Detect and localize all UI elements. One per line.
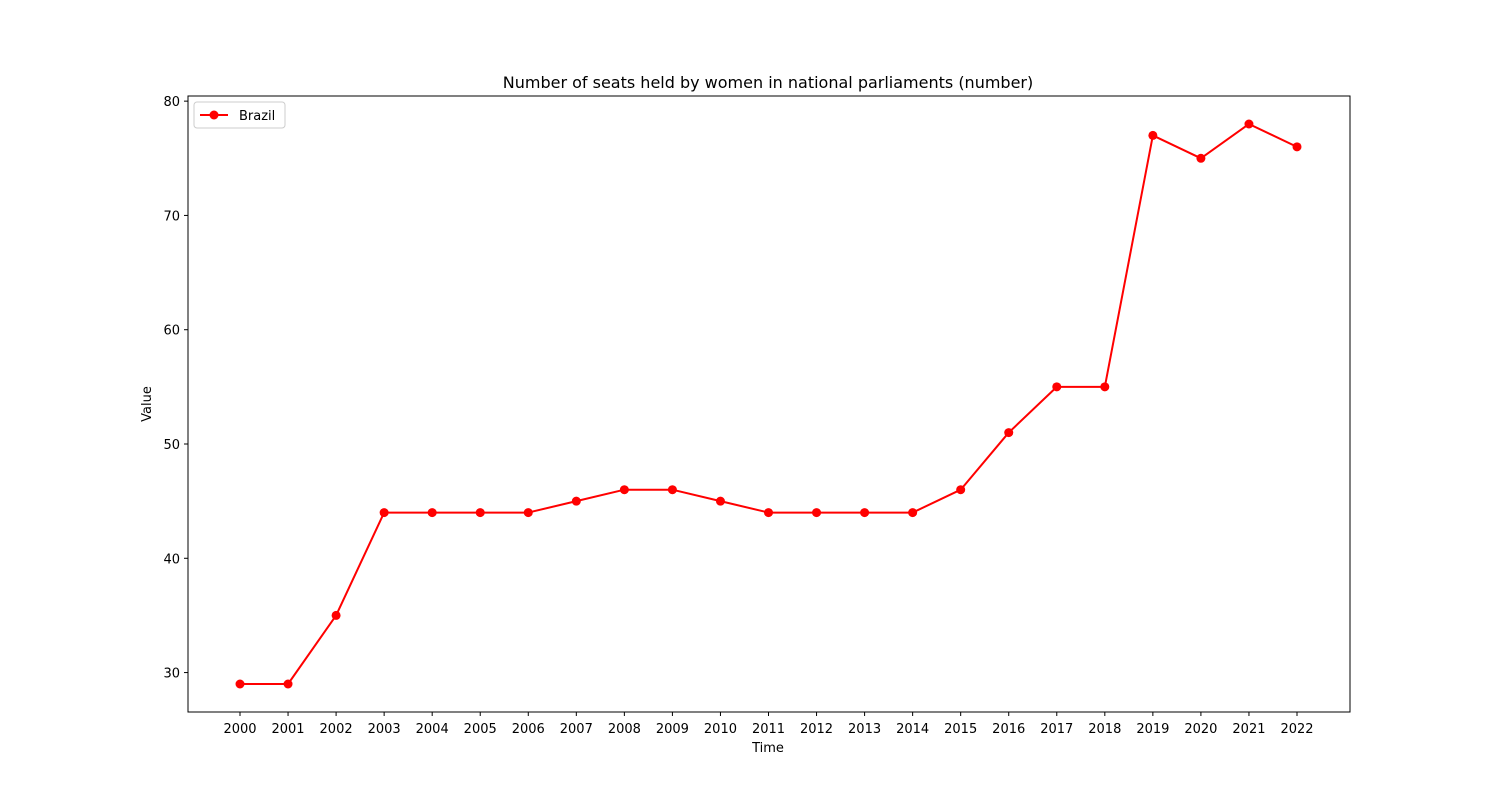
y-tick-label: 50 [163, 438, 180, 453]
data-point [956, 485, 966, 495]
data-point [571, 496, 581, 506]
data-point [1196, 153, 1206, 163]
x-tick-label: 2018 [1088, 722, 1121, 737]
data-point [1004, 428, 1014, 438]
y-tick-label: 80 [163, 95, 180, 110]
data-point [860, 508, 870, 518]
data-point [764, 508, 773, 518]
x-tick-label: 2022 [1280, 722, 1313, 737]
data-point [619, 485, 629, 495]
x-tick-label: 2013 [848, 722, 881, 737]
x-tick-label: 2019 [1136, 722, 1169, 737]
x-axis-ticks: 2000 2001 2002 2003 2004 2005 2006 2007 2008 2009… [223, 712, 1314, 737]
x-tick-label: 2000 [223, 722, 256, 737]
x-tick-label: 2003 [368, 722, 401, 737]
data-point [475, 508, 485, 518]
x-tick-label: 2011 [752, 722, 785, 737]
x-tick-label: 2012 [800, 722, 833, 737]
legend-box [193, 101, 286, 129]
x-tick-label: 2007 [560, 722, 593, 737]
y-axis-ticks: 30 40 50 60 70 80 [163, 95, 188, 682]
x-axis-label: Time [751, 741, 784, 756]
x-tick-label: 2002 [320, 722, 353, 737]
y-tick-label: 30 [163, 667, 180, 682]
x-tick-label: 2021 [1232, 722, 1265, 737]
data-point [812, 508, 822, 518]
data-point [908, 508, 918, 518]
legend: Brazil [193, 101, 286, 129]
data-point [1292, 142, 1302, 152]
x-tick-label: 2016 [992, 722, 1025, 737]
x-tick-label: 2009 [656, 722, 689, 737]
data-point [523, 508, 533, 518]
data-point [1052, 382, 1062, 392]
y-tick-label: 60 [163, 324, 180, 339]
data-point [1100, 382, 1110, 392]
data-point [715, 496, 725, 506]
data-point [331, 610, 341, 620]
y-tick-label: 40 [163, 552, 180, 567]
plot-area-frame [187, 95, 1351, 713]
series-layer [235, 119, 1302, 689]
x-tick-label: 2010 [704, 722, 737, 737]
data-point [235, 679, 245, 689]
x-tick-label: 2001 [271, 722, 304, 737]
x-tick-label: 2020 [1184, 722, 1217, 737]
data-point [1148, 130, 1158, 140]
x-tick-label: 2015 [944, 722, 977, 737]
legend-series-label: Brazil [239, 109, 275, 124]
x-tick-label: 2017 [1040, 722, 1073, 737]
data-point [379, 508, 389, 518]
data-point [1244, 119, 1254, 129]
y-axis-label: Value [140, 386, 155, 422]
data-point [667, 485, 677, 495]
data-point [283, 679, 293, 689]
data-point [427, 508, 437, 518]
chart-title: Number of seats held by women in nationa… [503, 73, 1034, 92]
x-tick-label: 2014 [896, 722, 929, 737]
legend-series-marker [209, 110, 219, 120]
x-tick-label: 2008 [608, 722, 641, 737]
x-tick-label: 2004 [416, 722, 449, 737]
x-tick-label: 2006 [512, 722, 545, 737]
y-tick-label: 70 [163, 209, 180, 224]
x-tick-label: 2005 [464, 722, 497, 737]
